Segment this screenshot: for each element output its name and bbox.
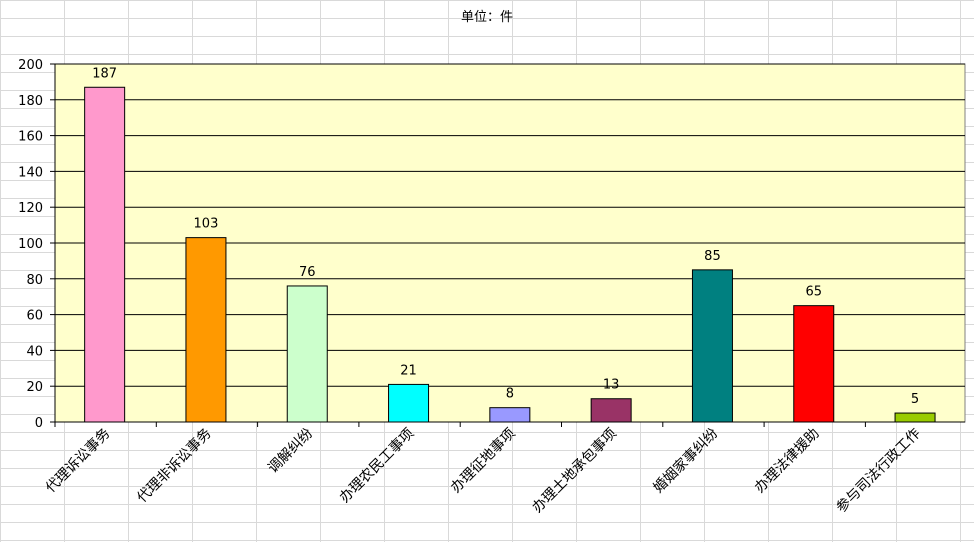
data-label: 13: [603, 378, 620, 393]
y-tick-label: 160: [18, 130, 43, 145]
x-tick-label: 婚姻家事纠纷: [650, 425, 721, 496]
bar: [793, 305, 835, 423]
bar: [894, 412, 936, 423]
data-label: 76: [299, 265, 316, 280]
y-tick-label: 40: [26, 344, 43, 359]
chart-subtitle: 单位：件: [460, 10, 513, 25]
data-label: 187: [92, 66, 117, 81]
x-tick-label: 办理征地事项: [448, 426, 519, 497]
data-label: 85: [704, 249, 721, 264]
y-tick-label: 100: [18, 237, 43, 252]
bar: [84, 86, 126, 423]
bar: [286, 285, 328, 423]
bar: [590, 398, 632, 423]
y-tick-label: 200: [18, 58, 43, 73]
x-tick-label: 参与司法行政工作: [833, 425, 924, 516]
y-tick-label: 120: [18, 201, 43, 216]
data-label: 5: [911, 392, 919, 407]
y-tick-label: 20: [26, 380, 43, 395]
bar: [185, 237, 227, 423]
bar: [489, 407, 531, 423]
bar: [691, 269, 733, 423]
y-tick-label: 180: [18, 94, 43, 109]
x-tick-label: 办理农民工事项: [337, 426, 418, 507]
x-tick-label: 代理诉讼事务: [43, 426, 114, 497]
y-tick-label: 60: [26, 309, 43, 324]
data-label: 65: [805, 285, 822, 300]
x-tick-label: 办理土地承包事项: [529, 426, 620, 517]
x-tick-label: 代理非诉讼事务: [134, 426, 215, 507]
y-tick-label: 140: [18, 165, 43, 180]
data-label: 21: [400, 363, 417, 378]
data-label: 103: [194, 217, 219, 232]
x-tick-label: 办理法律援助: [752, 426, 823, 497]
y-tick-label: 80: [26, 273, 43, 288]
data-label: 8: [506, 387, 514, 402]
y-tick-label: 0: [35, 416, 43, 431]
x-tick-label: 调解纠纷: [265, 426, 316, 477]
bar: [388, 383, 430, 423]
